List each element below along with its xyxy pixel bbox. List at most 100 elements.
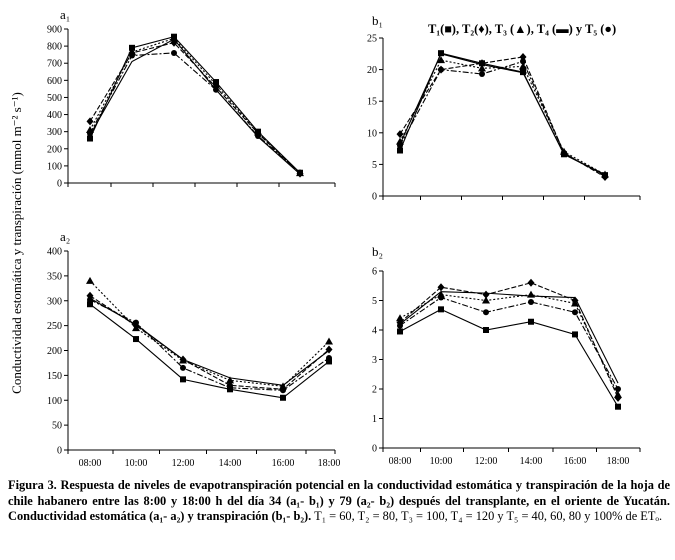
a2-point-t3 [226, 376, 234, 384]
b2-point-t1 [397, 328, 403, 335]
a2-series-t3 [89, 280, 330, 387]
a1-panel-label: a₁ [60, 7, 70, 22]
a2-series-t4 [89, 297, 330, 386]
b2-xtick-label: 18:00 [607, 456, 630, 467]
b2-panel-label: b₂ [372, 244, 383, 259]
a2-point-t5 [180, 364, 186, 371]
a2-ytick-label: 350 [47, 271, 62, 282]
legend: T₁(■), T₂(♦), T₃ (▲), T₄ (▬) y T₅ (●) [428, 22, 616, 36]
a2-ytick-label: 300 [47, 296, 62, 307]
a1-point-t5 [297, 169, 303, 176]
a1-point-t3 [170, 34, 178, 42]
a2-xtick-label: 18:00 [318, 458, 341, 469]
b2-xtick-label: 16:00 [564, 456, 587, 467]
b2-xtick-label: 14:00 [520, 456, 543, 467]
b2-xtick-label: 10:00 [430, 456, 453, 467]
a2-point-t3 [132, 324, 140, 332]
a2-point-t5 [280, 387, 286, 394]
a2-series-t2 [89, 295, 330, 390]
b1-series-t4 [399, 53, 606, 176]
b2-point-t5 [438, 294, 444, 301]
a2-point-t1 [87, 301, 93, 308]
b1-series-t2 [399, 56, 606, 178]
a2-xtick-label: 16:00 [272, 458, 295, 469]
b1-ytick-label: 15 [367, 97, 377, 108]
b2-xtick-label: 12:00 [475, 456, 498, 467]
b2-point-t3 [482, 296, 490, 304]
b1-ytick-label: 20 [367, 65, 377, 76]
a1-ytick-label: 0 [57, 179, 62, 190]
b2-ytick-label: 6 [372, 267, 377, 278]
a1-point-t1 [129, 44, 135, 51]
b1-point-t2 [396, 130, 404, 139]
b1-ytick-label: 0 [372, 192, 377, 203]
b2-point-t1 [438, 306, 444, 313]
b1-point-t3 [519, 62, 527, 70]
b2-series-t1 [399, 308, 619, 407]
a2-point-t5 [87, 296, 93, 303]
a2-series-t5 [89, 299, 330, 391]
a2-ytick-label: 100 [47, 396, 62, 407]
a1-series-t5 [89, 52, 301, 174]
a2-point-t1 [133, 336, 139, 343]
b2-point-t5 [615, 386, 621, 392]
a1-ytick-label: 100 [47, 161, 62, 172]
a1-point-t5 [129, 52, 135, 59]
a1-ytick-label: 800 [47, 42, 62, 53]
figure-canvas: Conductividad estomática y transpiración… [9, 7, 641, 469]
b1-series-t5 [399, 60, 606, 177]
a2-ytick-label: 200 [47, 346, 62, 357]
b1-point-t5 [520, 58, 526, 65]
b2-series-t4 [399, 291, 619, 384]
b2-xtick-label: 08:00 [389, 456, 412, 467]
b1-point-t5 [602, 173, 608, 180]
a1-point-t2 [86, 117, 94, 126]
b2-series-t5 [399, 296, 619, 390]
b1-point-t3 [478, 64, 486, 72]
caption-normal: T₁ = 60, T₂ = 80, T₃ = 100, T₄ = 120 y T… [311, 509, 663, 524]
figure-caption: Figura 3. Respuesta de niveles de evapot… [8, 478, 670, 525]
b2-series-t3 [399, 294, 619, 396]
a1-ytick-label: 600 [47, 76, 62, 87]
a2-point-t3 [86, 276, 94, 284]
a1-ytick-label: 900 [47, 25, 62, 36]
caption-bold: Figura 3. Respuesta de niveles de evapot… [8, 478, 670, 524]
a2-point-t1 [326, 358, 332, 365]
a2-point-t3 [325, 337, 333, 345]
b1-point-t5 [479, 71, 485, 78]
b2-point-t1 [528, 318, 534, 325]
a2-point-t1 [180, 376, 186, 383]
a1-series-t1 [89, 36, 301, 174]
b1-point-t3 [437, 56, 445, 64]
b1-point-t1 [438, 50, 444, 57]
b1-point-t5 [397, 142, 403, 149]
b2-point-t3 [614, 390, 622, 398]
a2-xtick-label: 14:00 [219, 458, 242, 469]
b2-ytick-label: 0 [372, 444, 377, 455]
b2-point-t5 [572, 309, 578, 316]
a2-ytick-label: 0 [57, 446, 62, 457]
b1-point-t1 [397, 147, 403, 154]
a1-point-t5 [171, 49, 177, 56]
b2-ytick-label: 2 [372, 385, 377, 396]
a2-point-t5 [326, 354, 332, 361]
b2-point-t3 [571, 299, 579, 307]
a1-point-t5 [87, 130, 93, 137]
b1-ytick-label: 25 [367, 34, 377, 45]
a2-ytick-label: 150 [47, 371, 62, 382]
b1-ytick-label: 10 [367, 128, 377, 139]
a2-point-t5 [227, 384, 233, 391]
y-axis-title: Conductividad estomática y transpiración… [9, 92, 24, 394]
a2-ytick-label: 250 [47, 321, 62, 332]
b2-ytick-label: 1 [372, 414, 377, 425]
a2-ytick-label: 400 [47, 247, 62, 258]
a1-ytick-label: 700 [47, 59, 62, 70]
b1-point-t5 [438, 66, 444, 73]
a1-point-t5 [255, 132, 261, 139]
a1-ytick-label: 400 [47, 110, 62, 121]
a2-ytick-label: 50 [52, 421, 62, 432]
b2-ytick-label: 4 [372, 326, 377, 337]
a1-ytick-label: 500 [47, 93, 62, 104]
a1-series-t4 [89, 38, 301, 175]
b1-ytick-label: 5 [372, 160, 377, 171]
